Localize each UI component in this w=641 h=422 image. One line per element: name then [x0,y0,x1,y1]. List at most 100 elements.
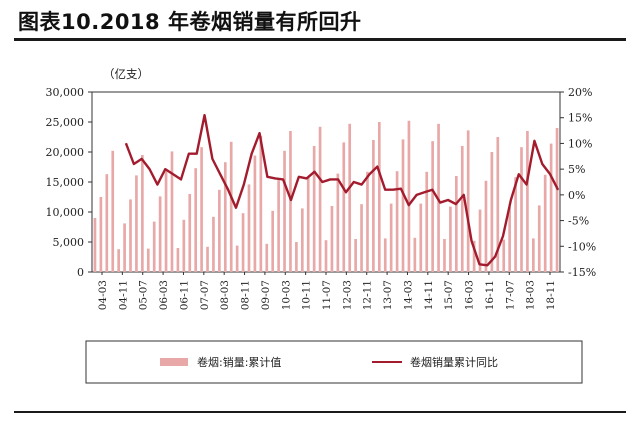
line-point [408,204,410,206]
bar-mark [253,155,257,272]
line-point [243,183,245,186]
x-tick-label: 04-03 [97,280,109,310]
line-point [203,114,206,116]
line-point [557,189,559,191]
x-tick-label: 14-11 [423,280,435,310]
bar-mark [449,206,452,272]
line-point [368,173,371,175]
line-point [463,194,465,196]
x-tick-label: 16-11 [484,280,496,310]
line-point [219,173,221,175]
y-left-tick-label: 10,000 [46,206,85,219]
bar-mark [318,126,322,272]
bar-mark [496,137,500,272]
line-point [164,168,166,170]
y-left-tick-label: 15,000 [46,176,85,189]
bar-mark [206,246,209,272]
line-point [361,183,363,186]
bar-mark [259,135,263,272]
line-point [471,240,473,242]
line-point [188,153,190,155]
line-point [258,132,261,134]
bar-mark [342,142,346,272]
bar-mark [478,209,482,272]
bar-mark [324,240,328,272]
bar-mark [277,180,280,272]
line-point [274,177,276,179]
bar-mark [366,171,369,272]
bar-mark [532,238,535,272]
bar-mark [105,174,109,272]
y-left-tick-label: 20,000 [46,146,85,159]
bar-mark [218,189,221,272]
line-point [525,183,528,186]
bar-mark [526,131,529,272]
y-right-tick-label: 20% [568,86,592,99]
bar-mark [466,130,470,272]
bar-mark [141,155,144,272]
bar-mark [348,123,352,272]
line-point [494,255,496,258]
x-tick-label: 11-07 [321,280,333,310]
bar-mark [200,147,203,272]
bar-mark [223,162,227,272]
x-tick-label: 15-07 [443,280,455,310]
line-point [329,178,331,181]
line-point [172,173,174,175]
bar-mark [300,208,304,272]
bar-mark [212,216,215,272]
line-point [400,188,402,190]
bar-mark [484,180,488,272]
x-tick-label: 18-11 [545,280,557,310]
x-tick-label: 04-11 [117,280,129,310]
bar-mark [549,143,553,272]
bar-mark [170,151,174,272]
legend-swatch-bar [160,358,188,366]
x-tick-label: 06-11 [178,280,190,310]
bar-mark [514,177,517,272]
y-right-tick-label: -10% [568,240,596,253]
bar-mark [472,240,476,272]
x-tick-label: 18-03 [525,280,537,310]
line-point [133,163,135,165]
line-point [416,194,418,196]
bar-mark [360,204,363,272]
bar-mark [401,139,405,272]
y-right-tick-label: 5% [568,163,585,176]
bar-mark [164,171,168,272]
line-point [549,173,551,175]
line-point [266,176,268,178]
bar-mark [395,171,399,272]
line-point [227,189,229,191]
bar-mark [502,239,506,272]
bar-mark [188,194,192,272]
x-tick-label: 12-11 [362,280,374,310]
bar-mark [354,239,357,272]
line-point [447,199,449,201]
x-tick-label: 09-07 [260,280,272,310]
y-left-tick-label: 0 [77,266,84,279]
bar-mark [129,199,132,272]
line-point [306,177,308,179]
x-tick-label: 12-03 [341,280,353,310]
x-tick-label: 06-03 [158,280,170,310]
y-right-tick-label: -5% [568,215,589,228]
bar-mark [413,237,417,272]
bar-mark [93,218,97,272]
line-point [337,178,339,181]
y-left-tick-label: 5,000 [53,236,85,249]
bar-mark [336,173,340,272]
line-point [321,181,323,183]
bar-mark [123,223,126,272]
y-left-tick-label: 25,000 [46,116,85,129]
y-right-tick-label: 15% [568,112,592,125]
x-tick-label: 14-03 [402,280,414,310]
y-left-tick-label: 30,000 [46,86,85,99]
line-point [211,158,213,160]
line-point [156,183,159,186]
x-tick-label: 07-07 [199,280,211,310]
bar-mark [306,176,310,272]
bar-mark [431,141,434,272]
line-point [384,189,386,191]
